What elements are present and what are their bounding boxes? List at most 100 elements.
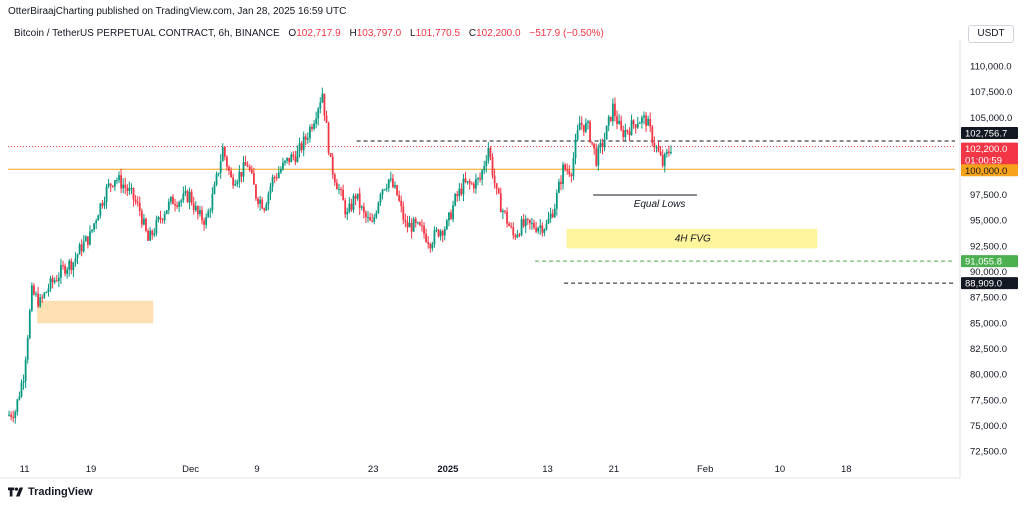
- candle-body: [288, 157, 291, 163]
- candle-body: [331, 156, 334, 175]
- candle-body: [190, 191, 193, 204]
- candle-body: [24, 359, 27, 382]
- candle-body: [460, 188, 463, 195]
- candle-body: [574, 139, 577, 159]
- candle-body: [412, 218, 415, 232]
- candle-body: [609, 116, 612, 122]
- x-tick-label: Dec: [182, 464, 199, 475]
- y-tick-label: 107,500.0: [970, 87, 1012, 98]
- candle-body: [651, 126, 654, 143]
- candle-body: [599, 142, 602, 147]
- candle-body: [495, 183, 498, 189]
- candle-body: [8, 414, 10, 416]
- candle-body: [533, 223, 535, 228]
- candle-body: [315, 118, 318, 124]
- x-tick-label: 23: [368, 464, 379, 475]
- candle-body: [18, 396, 21, 400]
- high-value: 103,797.0: [356, 28, 402, 39]
- candle-body: [406, 222, 409, 228]
- candle-body: [261, 199, 264, 209]
- candle-body: [184, 191, 187, 194]
- candle-body: [271, 177, 274, 187]
- candle-body: [317, 108, 320, 119]
- level-lines: [8, 140, 955, 284]
- candle-body: [234, 184, 237, 186]
- low-label: L: [410, 28, 416, 39]
- candle-body: [340, 188, 342, 190]
- candle-body: [433, 230, 436, 245]
- candle-body: [499, 193, 502, 213]
- candle-body: [394, 185, 396, 188]
- candle-body: [346, 211, 349, 215]
- x-tick-label: 13: [542, 464, 553, 475]
- open-value: 102,717.9: [296, 28, 341, 39]
- candle-body: [329, 153, 332, 157]
- candle-body: [543, 229, 546, 233]
- candle-body: [593, 143, 596, 149]
- y-tick-label: 77,500.0: [970, 395, 1007, 406]
- candle-body: [510, 225, 513, 228]
- candle-body: [161, 219, 164, 221]
- candle-body: [101, 203, 104, 206]
- candle-body: [647, 118, 650, 126]
- candle-body: [506, 211, 508, 224]
- candle-body: [140, 211, 143, 225]
- y-tick-label: 85,000.0: [970, 318, 1007, 329]
- candle-body: [226, 156, 228, 167]
- currency-selector[interactable]: USDT: [968, 25, 1014, 43]
- candle-body: [578, 122, 581, 131]
- candle-body: [213, 184, 216, 194]
- candle-body: [385, 187, 388, 190]
- candle-body: [263, 208, 266, 211]
- change-value: −517.9 (−0.50%): [529, 28, 604, 39]
- candle-body: [607, 116, 610, 126]
- candle-body: [296, 150, 299, 163]
- candle-body: [99, 203, 102, 216]
- candle-body: [425, 233, 428, 242]
- candle-body: [396, 185, 398, 196]
- candle-body: [398, 195, 401, 201]
- candle-body: [665, 151, 668, 154]
- candle-body: [630, 120, 633, 136]
- candle-body: [408, 222, 411, 228]
- candle-body: [338, 188, 340, 190]
- candle-body: [452, 205, 454, 220]
- candle-body: [522, 219, 525, 227]
- candle-body: [163, 213, 166, 221]
- candle-body: [487, 148, 490, 161]
- candle-body: [306, 138, 309, 140]
- candle-body: [143, 218, 145, 225]
- candle-body: [147, 230, 149, 241]
- candle-body: [636, 123, 639, 128]
- candle-body: [514, 235, 517, 238]
- candle-body: [149, 230, 152, 241]
- candle-body: [86, 236, 89, 245]
- candle-body: [236, 181, 239, 185]
- candle-body: [379, 194, 382, 203]
- brand-name: TradingView: [28, 486, 93, 498]
- candle-body: [663, 153, 666, 166]
- y-tick-label: 95,000.0: [970, 216, 1007, 227]
- candle-body: [20, 382, 23, 397]
- candle-body: [597, 146, 600, 166]
- candle-body: [269, 186, 272, 194]
- tradingview-brand[interactable]: TradingView: [8, 486, 93, 498]
- candle-body: [489, 148, 492, 157]
- candle-body: [323, 93, 326, 116]
- candle-body: [78, 244, 81, 255]
- candle-body: [512, 227, 515, 236]
- y-tick-label: 105,000.0: [970, 113, 1012, 124]
- candle-body: [113, 180, 116, 187]
- candle-body: [595, 148, 598, 166]
- candle-body: [667, 151, 670, 153]
- candle-body: [342, 189, 345, 201]
- candle-body: [250, 169, 253, 174]
- candle-body: [551, 213, 554, 218]
- candle-body: [12, 416, 15, 418]
- candle-body: [242, 162, 245, 177]
- grid: [0, 40, 961, 479]
- candle-body: [211, 193, 214, 211]
- candle-body: [279, 169, 282, 173]
